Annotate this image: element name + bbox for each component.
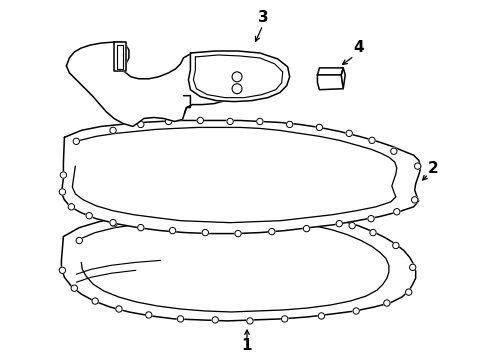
Circle shape (281, 316, 287, 322)
Circle shape (268, 229, 274, 235)
Text: 3: 3 (257, 10, 267, 25)
Text: 2: 2 (427, 161, 438, 176)
Circle shape (286, 208, 292, 215)
Circle shape (59, 267, 65, 274)
Circle shape (165, 118, 171, 125)
Polygon shape (114, 42, 126, 71)
Circle shape (348, 222, 355, 229)
Circle shape (368, 137, 374, 144)
Circle shape (369, 229, 375, 236)
Circle shape (226, 118, 233, 125)
Circle shape (60, 172, 66, 178)
Circle shape (202, 229, 208, 236)
Polygon shape (66, 42, 242, 126)
Circle shape (393, 208, 399, 215)
Circle shape (71, 285, 77, 291)
Circle shape (116, 306, 122, 312)
Circle shape (137, 224, 143, 231)
Text: 4: 4 (353, 40, 364, 54)
Circle shape (383, 300, 389, 306)
Circle shape (411, 197, 417, 203)
Circle shape (177, 316, 183, 322)
Circle shape (111, 220, 117, 227)
Circle shape (92, 298, 98, 304)
Circle shape (76, 237, 82, 244)
Circle shape (367, 216, 373, 222)
Circle shape (59, 189, 65, 195)
Circle shape (169, 228, 175, 234)
Circle shape (414, 163, 420, 169)
Text: 1: 1 (241, 338, 252, 353)
Circle shape (110, 220, 116, 226)
Polygon shape (317, 75, 343, 90)
Circle shape (251, 207, 258, 213)
Circle shape (318, 313, 324, 319)
Polygon shape (61, 210, 415, 321)
Circle shape (68, 204, 74, 210)
Circle shape (212, 317, 218, 323)
Circle shape (217, 207, 223, 213)
Circle shape (408, 264, 415, 270)
Polygon shape (188, 51, 289, 102)
Circle shape (316, 124, 322, 131)
Circle shape (110, 127, 116, 134)
Polygon shape (117, 45, 122, 69)
Circle shape (232, 84, 242, 94)
Circle shape (256, 118, 263, 125)
Circle shape (346, 130, 352, 136)
Circle shape (182, 208, 188, 214)
Polygon shape (193, 55, 282, 98)
Circle shape (390, 148, 396, 154)
Circle shape (197, 117, 203, 123)
Circle shape (137, 121, 143, 127)
Circle shape (392, 242, 398, 249)
Circle shape (145, 312, 152, 318)
Polygon shape (341, 68, 345, 89)
Polygon shape (317, 68, 343, 75)
Polygon shape (61, 121, 420, 234)
Circle shape (145, 212, 152, 218)
Circle shape (335, 220, 342, 227)
Circle shape (303, 225, 309, 232)
Circle shape (234, 230, 241, 237)
Circle shape (318, 215, 324, 221)
Circle shape (405, 289, 411, 295)
Circle shape (352, 308, 359, 314)
Circle shape (286, 121, 292, 127)
Circle shape (232, 72, 242, 82)
Circle shape (246, 318, 253, 324)
Circle shape (73, 138, 80, 144)
Circle shape (86, 212, 92, 219)
